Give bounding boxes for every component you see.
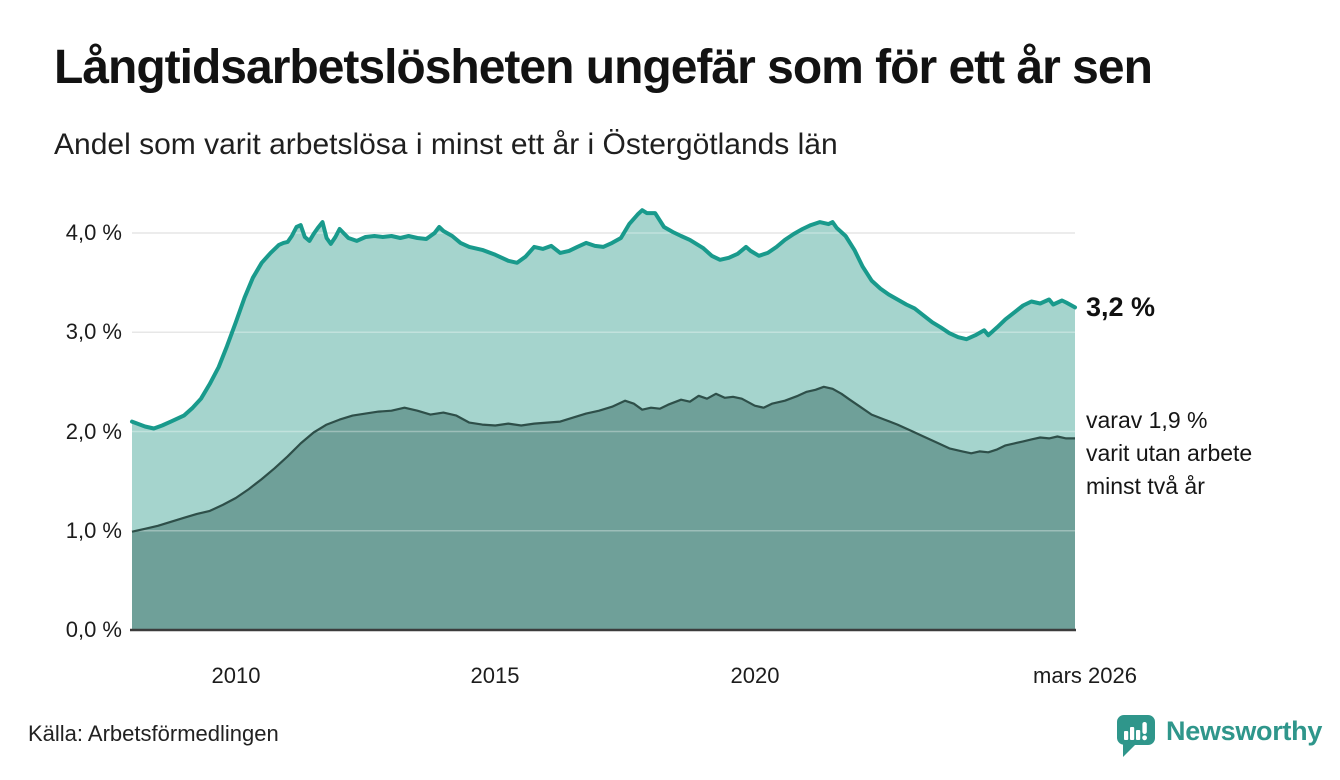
annotation-line-1: varav 1,9 % bbox=[1086, 407, 1208, 433]
newsworthy-logo-text: Newsworthy bbox=[1166, 716, 1323, 746]
x-tick-2020: 2020 bbox=[730, 663, 780, 688]
latest-value-label: 3,2 % bbox=[1086, 292, 1156, 322]
annotation-line-3: minst två år bbox=[1086, 473, 1205, 499]
y-tick-2: 2,0 % bbox=[65, 419, 122, 444]
x-tick-mars-2026: mars 2026 bbox=[1033, 663, 1137, 688]
newsworthy-logo[interactable]: Newsworthy bbox=[1116, 714, 1322, 760]
y-tick-1: 1,0 % bbox=[65, 518, 122, 543]
x-tick-2015: 2015 bbox=[470, 663, 520, 688]
source-credit: Källa: Arbetsförmedlingen bbox=[28, 721, 279, 746]
y-tick-3: 3,0 % bbox=[65, 319, 122, 344]
page-title: Långtidsarbetslösheten ungefär som för e… bbox=[54, 41, 1153, 94]
y-tick-4: 4,0 % bbox=[65, 220, 122, 245]
y-tick-0: 0,0 % bbox=[65, 617, 122, 642]
page-subtitle: Andel som varit arbetslösa i minst ett å… bbox=[54, 128, 838, 161]
secondary-series-annotation: varav 1,9 % varit utan arbete minst två … bbox=[1086, 404, 1252, 503]
annotation-line-2: varit utan arbete bbox=[1086, 440, 1253, 466]
x-tick-2010: 2010 bbox=[211, 663, 261, 688]
speech-bubble-bar-chart-icon bbox=[1117, 715, 1155, 757]
